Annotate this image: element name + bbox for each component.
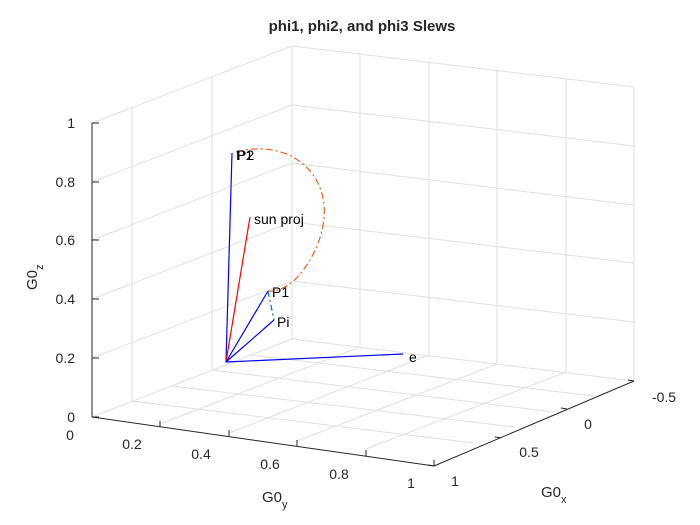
vector-sun-proj (225, 216, 251, 363)
z-tick-label: 1 (67, 115, 75, 131)
slew-segment (267, 290, 275, 321)
z-tick-label: 0.8 (56, 174, 76, 190)
point-labels: P1 P2 sun proj P1 Pi e (236, 147, 417, 365)
z-tick-label: 0 (67, 409, 75, 425)
vector-p2 (225, 152, 233, 363)
y-axis-line (91, 416, 435, 467)
y-tick-label: 0 (66, 427, 74, 443)
y-tick-label: 1 (407, 475, 415, 491)
x-tick-label: 1 (451, 473, 459, 489)
y-axis-label-sub: y (282, 499, 288, 511)
z-tick-label: 0.2 (56, 350, 76, 366)
y-tick-label: 0.8 (329, 466, 349, 482)
x-tick-labels: 1 0.5 0 -0.5 (451, 389, 676, 489)
y-tick-labels: 0 0.2 0.4 0.6 0.8 1 (66, 427, 415, 491)
grid-back-right (291, 45, 635, 381)
plot-lines (225, 148, 404, 363)
z-ticks (92, 122, 99, 418)
x-ticks (427, 379, 635, 467)
x-axis-label-base: G0 (541, 484, 561, 501)
z-axis-label-base: G0 (24, 270, 41, 290)
chart-title: phi1, phi2, and phi3 Slews (269, 18, 456, 35)
x-axis-line (433, 380, 635, 467)
x-tick-label: -0.5 (652, 389, 676, 405)
y-axis-label: G0y (262, 489, 288, 511)
y-axis-label-base: G0 (262, 489, 282, 506)
z-tick-label: 0.6 (56, 232, 76, 248)
vector-pi (225, 319, 275, 363)
point-label-p1: P1 (272, 284, 289, 300)
x-tick-label: 0.5 (519, 444, 539, 460)
y-tick-label: 0.4 (191, 446, 211, 462)
x-axis-label-sub: x (561, 494, 567, 506)
y-tick-label: 0.6 (260, 456, 280, 472)
axis-lines (91, 123, 635, 467)
grid-floor (131, 338, 635, 450)
y-ticks (159, 421, 435, 466)
point-label-sun-proj: sun proj (254, 211, 304, 227)
x-axis-label: G0x (541, 484, 567, 506)
z-tick-labels: 1 0.8 0.6 0.4 0.2 0 (56, 115, 76, 425)
z-tick-label: 0.4 (56, 291, 76, 307)
slew-arc (235, 148, 325, 292)
point-label-pi: Pi (277, 314, 289, 330)
y-tick-label: 0.2 (122, 436, 142, 452)
z-axis-label-sub: z (34, 264, 46, 270)
x-tick-label: 0 (584, 416, 592, 432)
vector-p1 (225, 290, 269, 363)
point-label-p1-overlap: P1 (236, 147, 253, 163)
point-label-p2: P2 (237, 147, 254, 163)
z-axis-label: G0z (24, 264, 46, 290)
vector-e (225, 353, 404, 363)
point-label-e: e (409, 349, 417, 365)
